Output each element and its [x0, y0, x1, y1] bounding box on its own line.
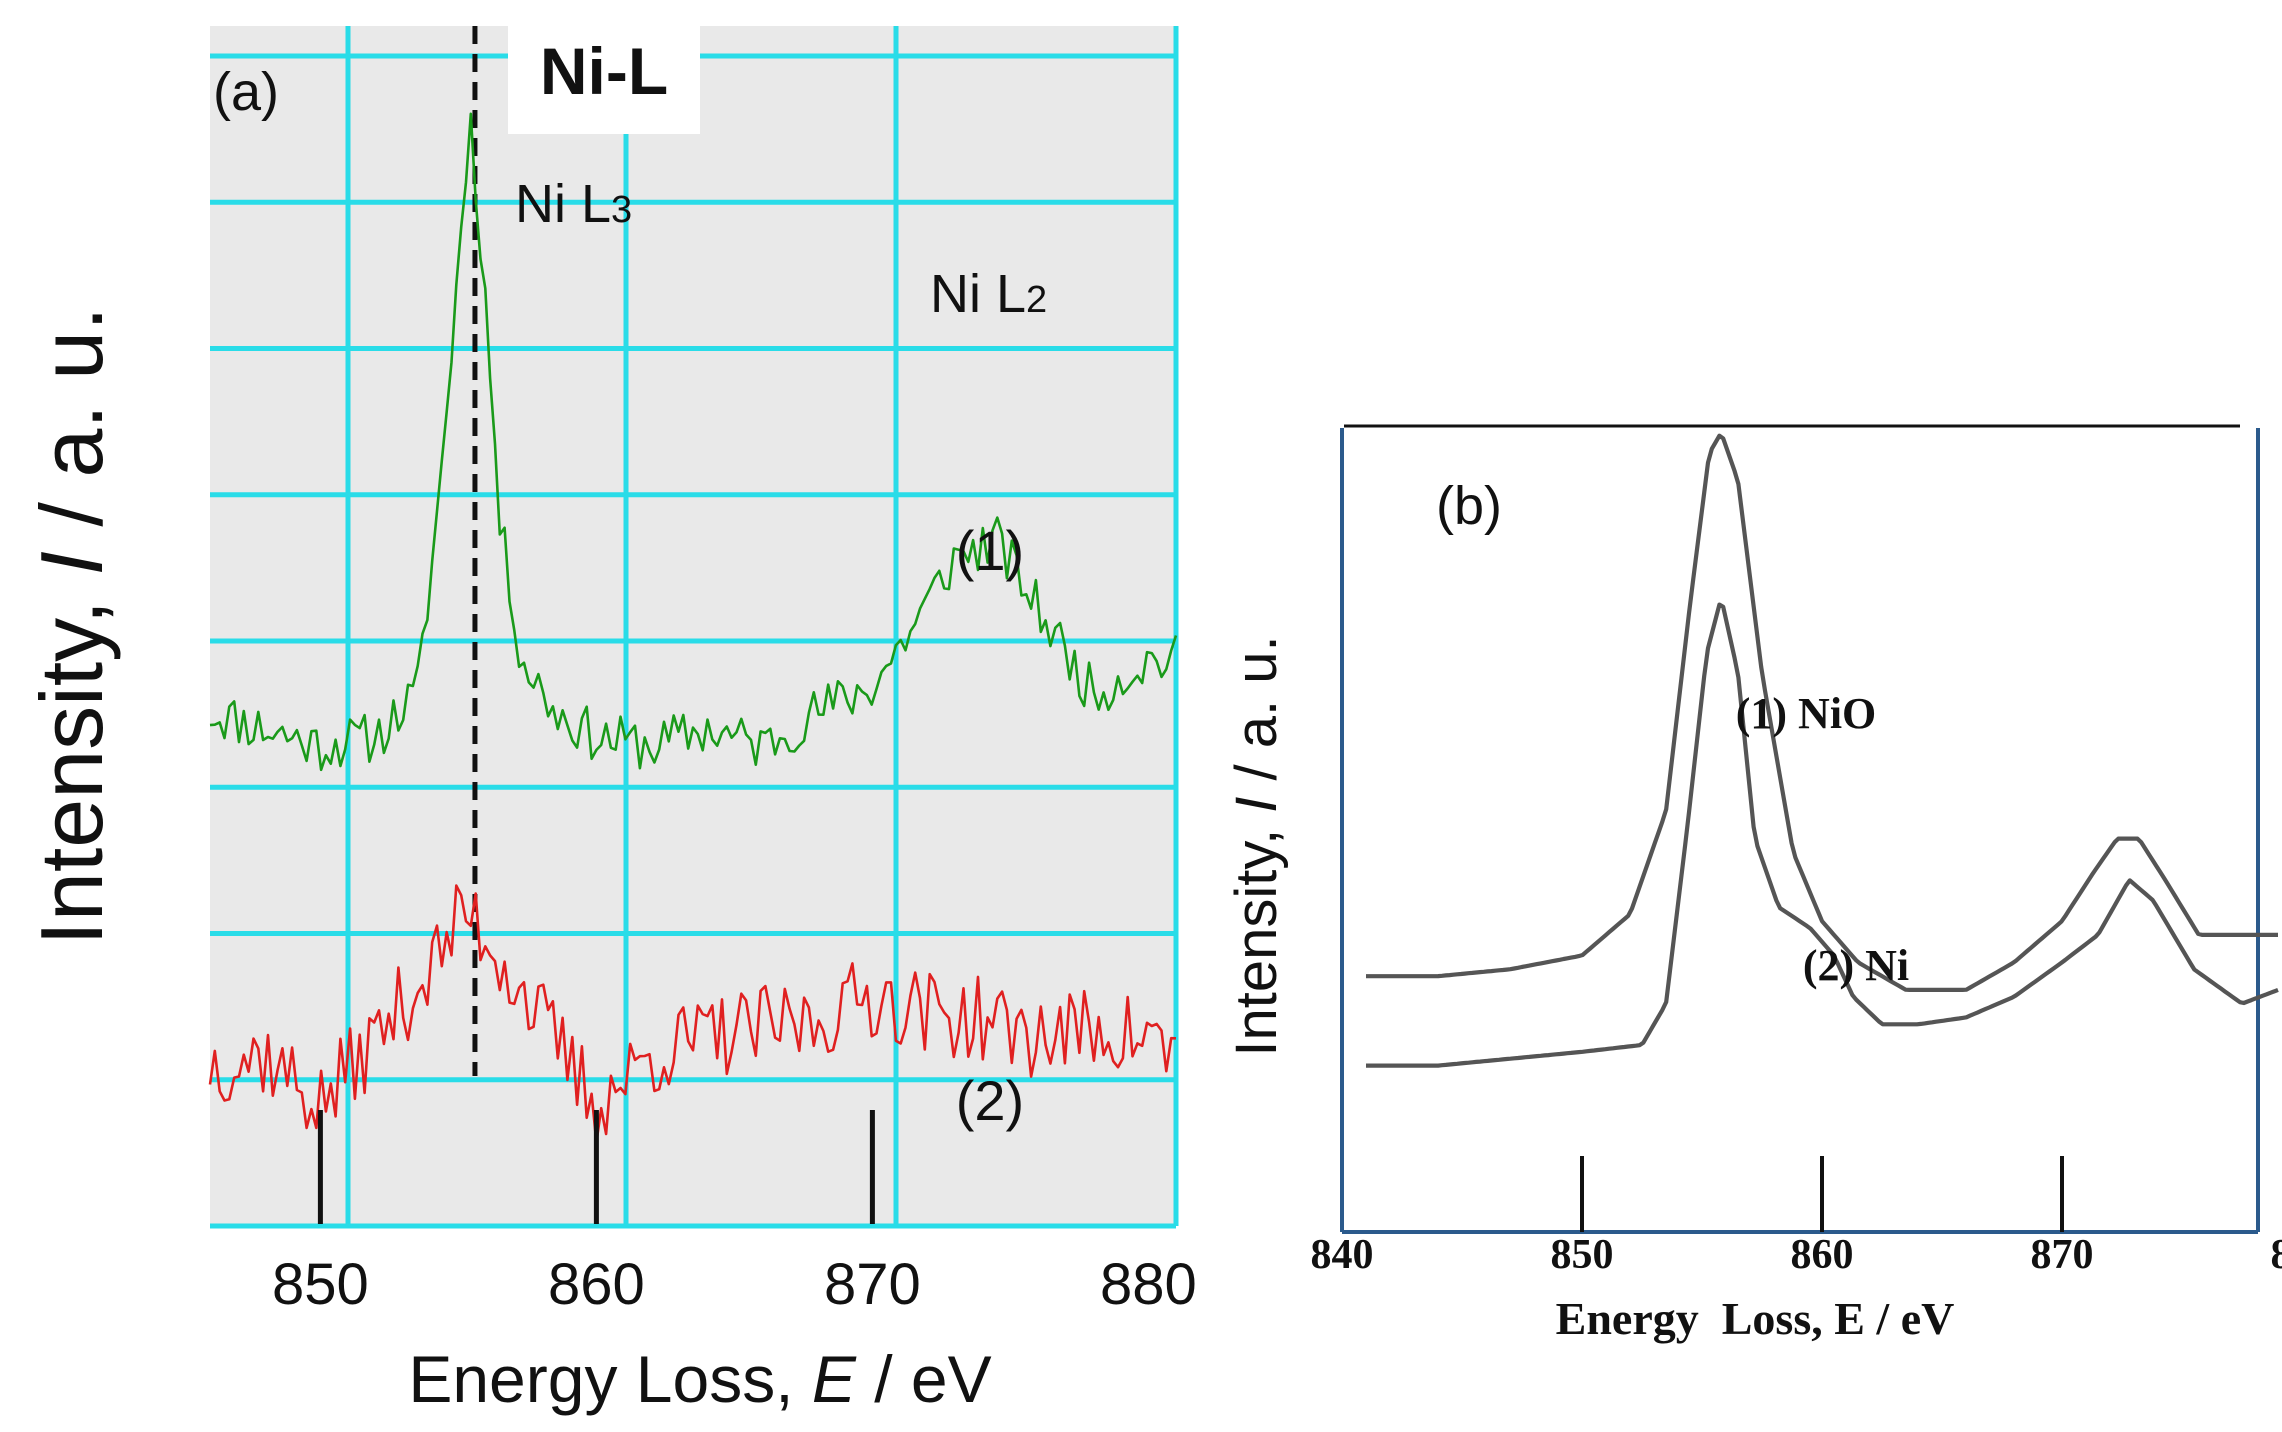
panel-b-xtick-label-880: 880	[2271, 1232, 2282, 1278]
panel-b-label: (b)	[1436, 476, 1502, 536]
panel-b-xtick-label-870: 870	[2031, 1232, 2094, 1278]
panel-a-gridlines	[210, 26, 1179, 1229]
panel-a-xtick-label-880: 880	[1100, 1252, 1197, 1317]
panel-a-xtick-label-850: 850	[272, 1252, 369, 1317]
panel-b-tick-labels: 840 850 860 870 880	[1311, 1232, 2282, 1278]
panel-a-series-label-2: (2)	[956, 1069, 1024, 1132]
panel-a-series-line-2	[208, 884, 1177, 1144]
panel-b-x-axis-label: Energy Loss, E / eV	[1556, 1293, 1955, 1344]
panel-a-tick-marks	[317, 1110, 875, 1224]
panel-b-series-label-1: (1) NiO	[1736, 689, 1877, 738]
panel-a-series-line-1	[209, 112, 1178, 772]
panel-a-xtick-label-870: 870	[824, 1252, 921, 1317]
panel-a-title: Ni-L	[540, 34, 668, 108]
panel-a-y-axis-label: Intensity, I / a. u.	[22, 306, 121, 945]
panel-a-peak-labels: Ni L3 Ni L2	[515, 174, 1047, 324]
panel-a-series-labels: (1) (2)	[956, 519, 1024, 1132]
panel-b-tick-marks	[1580, 1156, 2064, 1232]
panel-a-x-axis-label: Energy Loss, E / eV	[408, 1342, 991, 1416]
panel-b-series-line-1	[1366, 433, 2278, 992]
panel-b-y-axis-label: Intensity, I / a. u.	[1224, 635, 1289, 1056]
panel-b-series-labels: (1) NiO (2) Ni	[1736, 689, 1909, 990]
panel-b: 840 850 860 870 880 (1) NiO (2) Ni (b) Energy…	[1224, 424, 2282, 1344]
peak-label-l3: Ni L3	[515, 174, 632, 234]
panel-a-series	[208, 112, 1178, 1144]
panel-a-tick-labels: 850 860 870 880	[272, 1252, 1197, 1317]
panel-b-xtick-label-860: 860	[1791, 1232, 1854, 1278]
panel-a-label: (a)	[213, 62, 279, 122]
panel-b-series	[1366, 433, 2279, 1068]
panel-b-xtick-label-840: 840	[1311, 1232, 1374, 1278]
panel-a-xtick-label-860: 860	[548, 1252, 645, 1317]
panel-a-series-label-1: (1)	[956, 519, 1024, 582]
panel-b-xtick-label-850: 850	[1551, 1232, 1614, 1278]
panel-b-series-label-2: (2) Ni	[1803, 941, 1909, 990]
panel-a-title-box	[508, 24, 700, 134]
peak-label-l2: Ni L2	[930, 264, 1047, 324]
panel-b-series-line-2	[1366, 602, 2279, 1068]
